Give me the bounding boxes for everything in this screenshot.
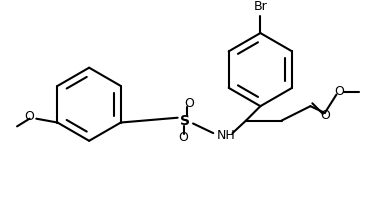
Text: S: S (180, 114, 191, 128)
Text: Br: Br (253, 0, 267, 13)
Text: O: O (334, 85, 344, 98)
Text: O: O (184, 97, 194, 110)
Text: O: O (24, 110, 35, 123)
Text: O: O (178, 131, 188, 144)
Text: O: O (320, 109, 330, 122)
Text: NH: NH (217, 128, 236, 142)
